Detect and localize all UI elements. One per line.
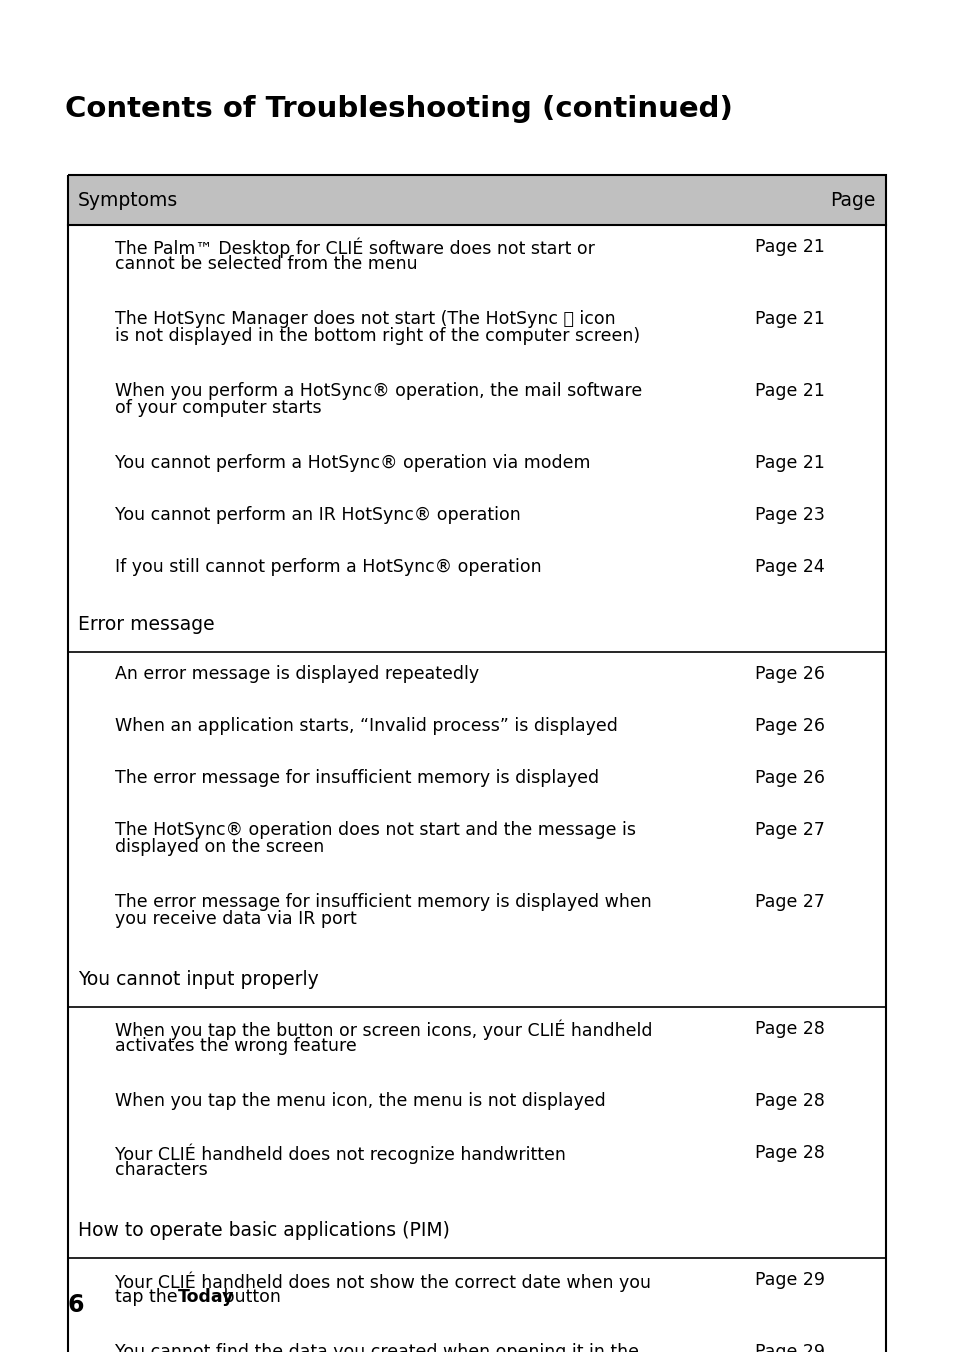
Text: Page 21: Page 21 (754, 310, 824, 329)
Text: How to operate basic applications (PIM): How to operate basic applications (PIM) (78, 1221, 450, 1240)
Text: The HotSync® operation does not start and the message is: The HotSync® operation does not start an… (115, 821, 636, 840)
Text: An error message is displayed repeatedly: An error message is displayed repeatedly (115, 665, 478, 683)
Text: Page 27: Page 27 (754, 894, 824, 911)
Text: The HotSync Manager does not start (The HotSync ⓙ icon: The HotSync Manager does not start (The … (115, 310, 615, 329)
Text: Your CLIÉ handheld does not show the correct date when you: Your CLIÉ handheld does not show the cor… (115, 1271, 650, 1291)
Bar (68, 952, 885, 1007)
Text: The Palm™ Desktop for CLIÉ software does not start or: The Palm™ Desktop for CLIÉ software does… (115, 238, 595, 258)
Text: The error message for insufficient memory is displayed: The error message for insufficient memor… (115, 769, 598, 787)
Bar (68, 756, 885, 808)
Text: Page 21: Page 21 (754, 454, 824, 472)
Bar (68, 1132, 885, 1203)
Text: Your CLIÉ handheld does not recognize handwritten: Your CLIÉ handheld does not recognize ha… (115, 1144, 565, 1164)
Text: Page 21: Page 21 (754, 383, 824, 400)
Text: activates the wrong feature: activates the wrong feature (115, 1037, 356, 1055)
Text: The error message for insufficient memory is displayed when: The error message for insufficient memor… (115, 894, 651, 911)
Text: of your computer starts: of your computer starts (115, 399, 321, 416)
Text: tap the: tap the (115, 1288, 183, 1306)
Text: When you tap the button or screen icons, your CLIÉ handheld: When you tap the button or screen icons,… (115, 1019, 652, 1041)
Text: Page 26: Page 26 (754, 769, 824, 787)
Text: Error message: Error message (78, 615, 214, 634)
Bar (68, 808, 885, 880)
Text: Page 29: Page 29 (754, 1343, 824, 1352)
Text: Page 29: Page 29 (754, 1271, 824, 1288)
Text: Page 26: Page 26 (754, 665, 824, 683)
Bar (68, 704, 885, 756)
Text: is not displayed in the bottom right of the computer screen): is not displayed in the bottom right of … (115, 327, 639, 345)
Text: characters: characters (115, 1161, 208, 1179)
Bar (68, 174, 885, 1352)
Bar (68, 652, 885, 704)
Text: You cannot find the data you created when opening it in the: You cannot find the data you created whe… (115, 1343, 639, 1352)
Bar (68, 1007, 885, 1079)
Text: cannot be selected from the menu: cannot be selected from the menu (115, 256, 417, 273)
Text: displayed on the screen: displayed on the screen (115, 838, 324, 856)
Bar (68, 369, 885, 441)
Text: Page 28: Page 28 (754, 1019, 824, 1038)
Text: You cannot input properly: You cannot input properly (78, 969, 318, 990)
Text: If you still cannot perform a HotSync® operation: If you still cannot perform a HotSync® o… (115, 558, 541, 576)
Bar (68, 880, 885, 952)
Text: Page 23: Page 23 (754, 506, 824, 525)
Text: 6: 6 (68, 1293, 85, 1317)
Bar (68, 598, 885, 652)
Bar (68, 441, 885, 493)
Text: Page 24: Page 24 (754, 558, 824, 576)
Text: button: button (218, 1288, 281, 1306)
Text: You cannot perform an IR HotSync® operation: You cannot perform an IR HotSync® operat… (115, 506, 520, 525)
Text: Page: Page (830, 191, 875, 210)
Bar (68, 224, 885, 297)
Text: Page 28: Page 28 (754, 1144, 824, 1161)
Bar (68, 174, 885, 224)
Bar (68, 1079, 885, 1132)
Bar (68, 1203, 885, 1257)
Text: When you perform a HotSync® operation, the mail software: When you perform a HotSync® operation, t… (115, 383, 641, 400)
Text: You cannot perform a HotSync® operation via modem: You cannot perform a HotSync® operation … (115, 454, 590, 472)
Text: Page 27: Page 27 (754, 821, 824, 840)
Bar (68, 545, 885, 598)
Text: Today: Today (178, 1288, 234, 1306)
Text: you receive data via IR port: you receive data via IR port (115, 910, 356, 927)
Text: Symptoms: Symptoms (78, 191, 178, 210)
Text: Contents of Troubleshooting (continued): Contents of Troubleshooting (continued) (65, 95, 732, 123)
Bar (68, 1257, 885, 1330)
Bar (68, 297, 885, 369)
Text: Page 21: Page 21 (754, 238, 824, 256)
Text: Page 26: Page 26 (754, 717, 824, 735)
Bar (68, 493, 885, 545)
Bar (68, 1330, 885, 1352)
Text: When an application starts, “Invalid process” is displayed: When an application starts, “Invalid pro… (115, 717, 618, 735)
Text: When you tap the menu icon, the menu is not displayed: When you tap the menu icon, the menu is … (115, 1092, 605, 1110)
Text: Page 28: Page 28 (754, 1092, 824, 1110)
